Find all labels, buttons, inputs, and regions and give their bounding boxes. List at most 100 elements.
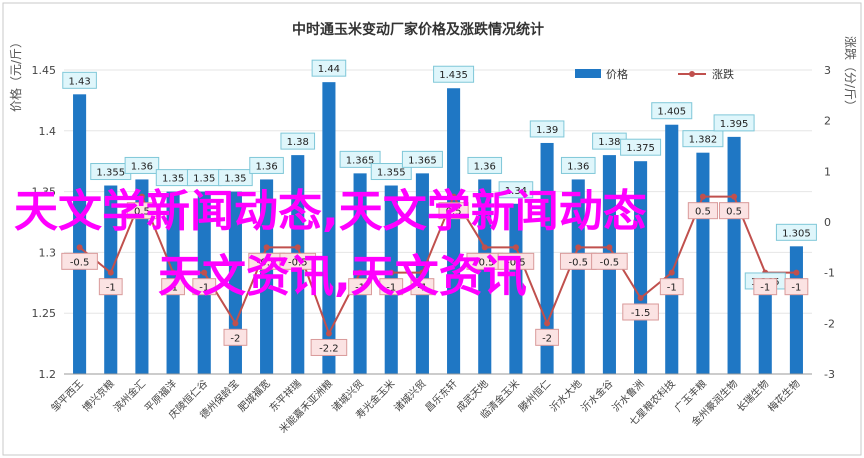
change-label-box	[659, 278, 684, 296]
change-value-label: -0.5	[257, 257, 277, 268]
bar	[509, 203, 523, 374]
bar-label-box	[529, 120, 565, 138]
y2-tick-label: -1	[824, 267, 835, 280]
y2-tick-label: -3	[824, 368, 835, 381]
bar-value-label: 1.44	[318, 64, 340, 75]
bar-value-label: 1.35	[162, 174, 184, 185]
y-tick-label: 1.25	[32, 307, 57, 320]
change-point	[575, 244, 582, 251]
change-point	[263, 244, 270, 251]
bar	[260, 179, 274, 374]
change-point	[232, 320, 239, 327]
bar-label-box	[433, 65, 475, 83]
change-label-box	[535, 328, 559, 346]
bar-label-box	[401, 150, 443, 168]
bar-label-box	[682, 130, 724, 148]
change-value-label: -1	[417, 283, 427, 294]
bar-label-box	[249, 156, 284, 174]
legend-swatch-price	[575, 69, 601, 78]
change-label-box	[126, 202, 158, 220]
bar-value-label: 1.382	[689, 135, 718, 146]
change-value-label: -1	[355, 283, 365, 294]
change-point	[170, 269, 177, 276]
bar-label-box	[311, 59, 347, 77]
change-point	[668, 269, 675, 276]
y-tick-label: 1.4	[39, 125, 57, 138]
change-label-box	[279, 252, 317, 270]
bar-value-label: 1.43	[68, 76, 90, 87]
change-point	[731, 193, 738, 200]
bar-label-box	[62, 71, 97, 89]
bar-value-label: 1.375	[626, 143, 655, 154]
bar-label-box	[218, 169, 253, 187]
y2-tick-label: 0	[824, 216, 831, 229]
bar	[478, 179, 492, 374]
change-value-label: -2	[230, 333, 240, 344]
change-label-box	[348, 278, 372, 296]
change-value-label: -1	[168, 283, 178, 294]
y2-tick-label: 2	[824, 115, 831, 128]
y-tick-label: 1.3	[39, 246, 57, 259]
change-point	[699, 193, 706, 200]
change-value-label: -1	[760, 283, 770, 294]
change-label-box	[410, 278, 435, 296]
bar	[696, 152, 710, 374]
bar-value-label: 1.36	[474, 161, 496, 172]
change-value-label: -0.5	[70, 257, 90, 268]
bar-value-label: 1.435	[439, 70, 468, 81]
y-tick-label: 1.35	[32, 186, 57, 199]
bar-label-box	[775, 223, 817, 241]
change-value-label: -0.5	[288, 257, 308, 268]
bar-value-label: 1.355	[96, 168, 125, 179]
y2-tick-label: -2	[824, 317, 835, 330]
bar-value-label: 1.38	[598, 137, 620, 148]
bar-value-label: 1.39	[536, 125, 558, 136]
bar	[758, 294, 772, 374]
y2-tick-label: 1	[824, 165, 831, 178]
change-label-box	[784, 278, 809, 296]
bar	[789, 246, 803, 374]
change-label-box	[98, 278, 123, 296]
y-tick-label: 1.2	[39, 368, 57, 381]
change-value-label: 0.5	[134, 207, 150, 218]
bar-value-label: 1.38	[287, 137, 309, 148]
bar	[571, 179, 585, 374]
change-label-box	[379, 278, 404, 296]
change-point	[637, 295, 644, 301]
change-value-label: -2	[542, 333, 552, 344]
change-label-box	[161, 278, 185, 296]
y2-axis-label: 涨跌（分/斤）	[843, 36, 858, 112]
bar-value-label: 1.305	[782, 228, 811, 239]
change-label-box	[438, 202, 469, 220]
bar-label-box	[339, 150, 381, 168]
change-point	[107, 269, 114, 276]
change-point	[388, 269, 395, 276]
y-axis-label: 价格（元/斤）	[8, 36, 23, 112]
overlay-watermark-line1: 天文学新闻动态,天文学新闻动态	[14, 186, 647, 237]
bar	[228, 191, 242, 374]
change-value-label: -0.5	[600, 257, 620, 268]
y-tick-label: 1.45	[32, 64, 57, 77]
change-label-box	[61, 252, 98, 270]
change-value-label: 0.5	[726, 207, 742, 218]
change-point	[481, 244, 488, 251]
bar	[135, 179, 149, 374]
change-value-label: -1	[386, 283, 396, 294]
legend: 价格 涨跌	[575, 67, 734, 81]
change-value-label: -0.5	[475, 257, 495, 268]
change-value-label: 0.5	[446, 207, 462, 218]
change-label-box	[192, 278, 217, 296]
change-value-label: -0.5	[506, 257, 526, 268]
bar	[634, 161, 648, 374]
change-point	[512, 244, 519, 251]
change-value-label: -1	[106, 283, 116, 294]
change-value-label: -1.5	[631, 308, 651, 319]
change-point	[325, 330, 332, 337]
change-label-box	[223, 328, 248, 346]
bar-label-box	[124, 156, 160, 174]
bar-label-box	[620, 138, 662, 156]
change-point	[606, 244, 613, 251]
legend-label-change: 涨跌	[712, 67, 734, 81]
bar	[322, 82, 336, 374]
